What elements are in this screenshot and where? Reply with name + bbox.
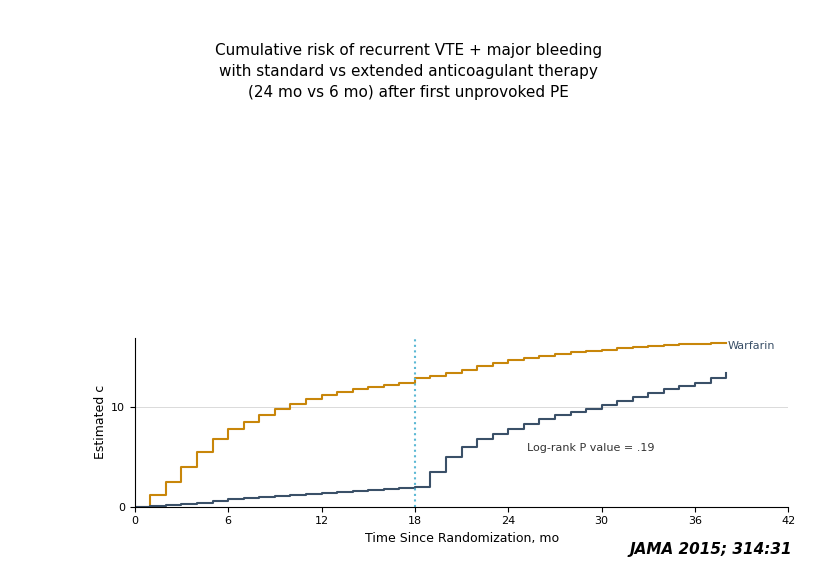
Text: Warfarin: Warfarin — [728, 341, 775, 351]
X-axis label: Time Since Randomization, mo: Time Since Randomization, mo — [364, 532, 559, 545]
Y-axis label: Estimated c: Estimated c — [94, 385, 107, 459]
Text: Log-rank P value = .19: Log-rank P value = .19 — [527, 443, 654, 453]
Text: JAMA 2015; 314:31: JAMA 2015; 314:31 — [630, 542, 792, 557]
Text: Cumulative risk of recurrent VTE + major bleeding
with standard vs extended anti: Cumulative risk of recurrent VTE + major… — [215, 43, 602, 100]
Text: • Low risk of recurrent VTE during treatment
    period (3.3% vs 13.5% with plac: • Low risk of recurrent VTE during treat… — [17, 129, 499, 276]
